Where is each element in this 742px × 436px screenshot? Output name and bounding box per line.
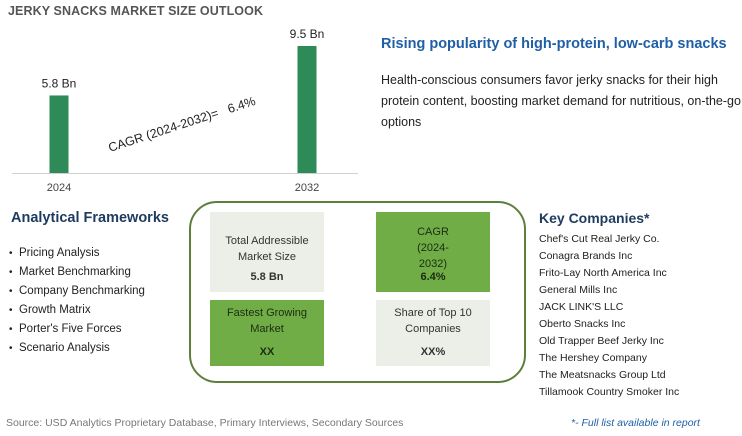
key-companies-title: Key Companies* (539, 210, 650, 226)
company-item: Oberto Snacks Inc (539, 318, 626, 330)
tam-value: 5.8 Bn (250, 271, 284, 283)
metrics-panel: Total Addressible Market Size 5.8 Bn CAG… (189, 201, 526, 383)
framework-item: Scenario Analysis (9, 339, 145, 358)
company-item: Tillamook Country Smoker Inc (539, 386, 680, 398)
fastest-growing-value: XX (259, 346, 275, 358)
fastest-growing-box: Fastest Growing Market XX (210, 300, 324, 366)
framework-item: Porter's Five Forces (9, 320, 145, 339)
framework-item: Market Benchmarking (9, 263, 145, 282)
full-list-note: *- Full list available in report (571, 417, 700, 429)
cagr-value: 6.4% (420, 271, 446, 283)
company-item: JACK LINK'S LLC (539, 301, 624, 313)
company-item: The Meatsnacks Group Ltd (539, 369, 666, 381)
page-title: JERKY SNACKS MARKET SIZE OUTLOOK (8, 4, 264, 18)
bar-value-label: 5.8 Bn (42, 76, 77, 90)
bar-value-label: 9.5 Bn (290, 27, 325, 41)
cagr-box: CAGR (2024-2032) 6.4% (376, 212, 490, 292)
framework-item: Pricing Analysis (9, 244, 145, 263)
company-item: Frito-Lay North America Inc (539, 267, 667, 279)
top10-share-box: Share of Top 10 Companies XX% (376, 300, 490, 366)
cagr-label: CAGR (2024-2032) (417, 226, 449, 270)
top10-share-label: Share of Top 10 Companies (394, 307, 472, 335)
bar-2024 (49, 95, 69, 173)
analytical-frameworks-title: Analytical Frameworks (11, 210, 169, 226)
headline: Rising popularity of high-protein, low-c… (381, 36, 727, 52)
company-item: General Mills Inc (539, 284, 618, 296)
analytical-frameworks-list: Pricing Analysis Market Benchmarking Com… (9, 244, 145, 358)
description: Health-conscious consumers favor jerky s… (381, 73, 741, 129)
company-item: Old Trapper Beef Jerky Inc (539, 335, 664, 347)
cagr-annotation: CAGR (2024-2032)= 6.4% (107, 94, 258, 155)
market-size-chart: 5.8 Bn 2024 9.5 Bn 2032 CAGR (2024-2032)= 6.… (12, 27, 358, 194)
x-tick-label: 2024 (47, 182, 71, 194)
key-companies-list: Chef's Cut Real Jerky Co. Conagra Brands… (539, 231, 679, 401)
x-tick-label: 2032 (295, 182, 319, 194)
source-note: Source: USD Analytics Proprietary Databa… (6, 417, 404, 429)
tam-label: Total Addressible Market Size (225, 235, 309, 263)
company-item: Conagra Brands Inc (539, 250, 633, 262)
top10-share-value: XX% (420, 346, 446, 358)
fastest-growing-label: Fastest Growing Market (226, 307, 308, 335)
company-item: The Hershey Company (539, 352, 647, 364)
company-item: Chef's Cut Real Jerky Co. (539, 233, 660, 245)
bar-2032 (297, 46, 317, 173)
framework-item: Growth Matrix (9, 301, 145, 320)
tam-box: Total Addressible Market Size 5.8 Bn (210, 212, 324, 292)
framework-item: Company Benchmarking (9, 282, 145, 301)
